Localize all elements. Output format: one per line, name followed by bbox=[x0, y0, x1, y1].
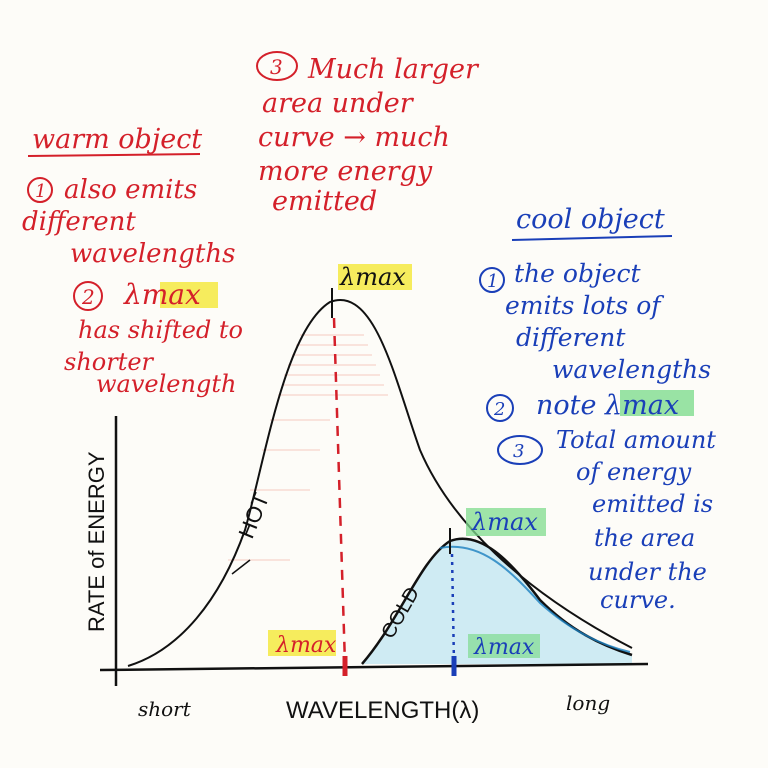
area-note-line5: emitted bbox=[272, 186, 377, 217]
area-note-line4: more energy bbox=[258, 156, 433, 187]
warm-note1-line3: wavelengths bbox=[70, 239, 235, 269]
area-note-number-circle bbox=[256, 51, 298, 81]
y-axis-label: RATE of ENERGY bbox=[84, 451, 109, 632]
warm-lambda-highlight bbox=[160, 282, 218, 308]
x-axis-long-label: long bbox=[566, 691, 610, 715]
cold-area-fill bbox=[362, 538, 632, 664]
cool-note3-line2: of energy bbox=[576, 458, 692, 486]
cold-lambda-max-dotline bbox=[450, 553, 456, 665]
cool-title-underline bbox=[511, 235, 673, 241]
cool-note1-line3: different bbox=[516, 323, 626, 352]
cool-note3-line5: under the bbox=[588, 558, 707, 586]
area-note-line3: curve → much bbox=[258, 122, 450, 153]
area-note-line1: Much larger bbox=[307, 54, 480, 85]
hot-axis-lambda-label: λmax bbox=[275, 633, 337, 658]
cold-peak-lambda-label: λmax bbox=[471, 508, 538, 536]
cold-axis-lambda-label: λmax bbox=[473, 635, 535, 660]
warm-note2-line2: shorter bbox=[64, 348, 155, 376]
cold-axis-lambda-highlight bbox=[468, 634, 540, 658]
hot-lambda-max-dashline bbox=[332, 317, 347, 665]
cool-object-title: cool object bbox=[516, 204, 665, 235]
cold-peak-lambda-highlight bbox=[466, 508, 546, 536]
hot-area-shading bbox=[228, 334, 388, 561]
warm-object-notes: warm object 1 also emits different wavel… bbox=[22, 124, 243, 398]
warm-note1-line1: also emits bbox=[64, 175, 197, 205]
cool-note3-line4: the area bbox=[594, 524, 695, 552]
cool-note2-number: 2 bbox=[493, 399, 505, 420]
warm-title-underline bbox=[27, 153, 201, 157]
x-axis-short-label: short bbox=[138, 697, 192, 721]
cool-note1-line2: emits lots of bbox=[505, 291, 664, 320]
cold-curve-blue-edge bbox=[439, 545, 631, 653]
cool-note3-number: 3 bbox=[513, 441, 524, 462]
cool-note1-number-circle bbox=[479, 267, 505, 293]
cool-note3-number-circle bbox=[497, 435, 543, 465]
cool-note3-line6: curve. bbox=[600, 586, 676, 614]
area-note-line2: area under bbox=[262, 88, 415, 119]
x-axis-label: WAVELENGTH(λ) bbox=[286, 697, 479, 724]
area-note-number: 3 bbox=[270, 55, 283, 79]
hot-axis-lambda-highlight bbox=[268, 630, 336, 656]
warm-note2-line1: has shifted to bbox=[78, 316, 243, 344]
warm-object-title: warm object bbox=[32, 124, 202, 155]
hot-peak-lambda-label: λmax bbox=[339, 263, 406, 291]
cool-note1-line1: the object bbox=[514, 259, 641, 288]
warm-note1-number: 1 bbox=[35, 181, 46, 202]
cool-object-notes: cool object 1 the object emits lots of d… bbox=[479, 204, 716, 614]
warm-note1-number-circle bbox=[27, 177, 53, 203]
warm-note1-line2: different bbox=[22, 207, 136, 237]
cool-note2-text: note λmax bbox=[536, 390, 679, 421]
cool-note1-line4: wavelengths bbox=[552, 355, 711, 384]
warm-note2-number-circle bbox=[73, 281, 103, 311]
cool-note3-line3: emitted is bbox=[592, 490, 713, 518]
cool-note3-line1: Total amount bbox=[556, 426, 716, 454]
hot-label-leader bbox=[231, 559, 251, 575]
warm-note2-number: 2 bbox=[81, 285, 95, 309]
cool-note2-number-circle bbox=[486, 394, 514, 422]
cool-note1-number: 1 bbox=[487, 271, 498, 292]
warm-note2-line3: wavelength bbox=[96, 370, 236, 398]
area-note: 3 Much larger area under curve → much mo… bbox=[256, 51, 480, 217]
graph: HOT COLD λmax λmax λmax λmax RATE of ENE… bbox=[84, 263, 649, 724]
cool-lambda-highlight bbox=[620, 390, 694, 416]
hot-peak-lambda-highlight bbox=[338, 264, 412, 290]
x-axis bbox=[99, 662, 649, 672]
warm-note2-lambda: λmax bbox=[123, 278, 201, 311]
